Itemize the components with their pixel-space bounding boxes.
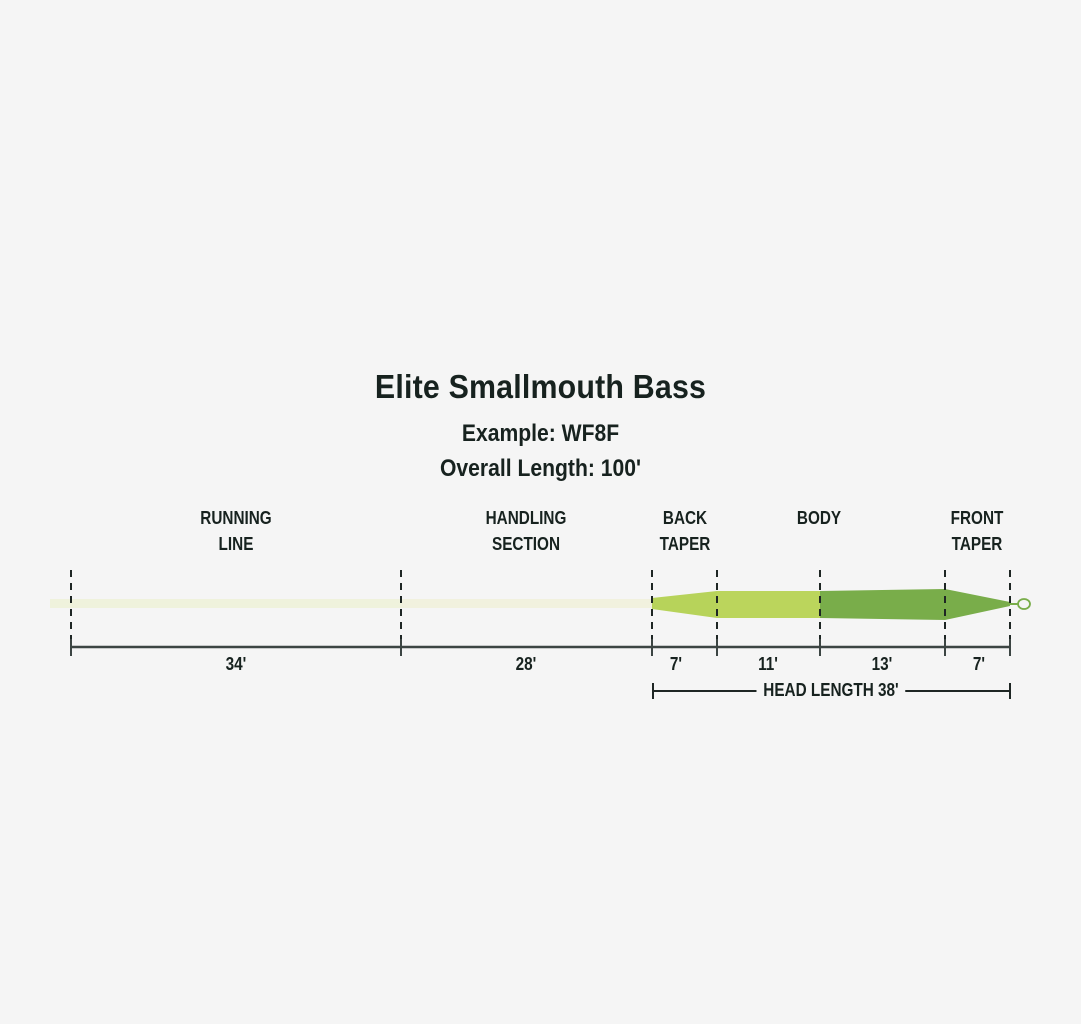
example-line: Example: WF8F: [461, 420, 620, 447]
section-label-running-line: RUNNING LINE: [200, 508, 272, 554]
dimension-back-taper: 7': [669, 654, 683, 674]
section-dividers: [70, 570, 1011, 640]
overall-length: Overall Length: 100': [439, 455, 642, 482]
head-length-label: HEAD LENGTH 38': [756, 680, 906, 701]
dimension-handling-section: 28': [515, 654, 537, 674]
back-taper-segment: [652, 591, 717, 618]
loop-icon: [1008, 598, 1031, 610]
running-line-segment: [50, 599, 402, 608]
front-taper-segment: [945, 589, 1010, 620]
body-rear-segment: [717, 591, 821, 618]
section-label-body: BODY: [796, 508, 842, 528]
dimension-scale: [70, 639, 1011, 656]
section-label-back-taper: BACK TAPER: [659, 508, 711, 554]
dimension-body-front: 13': [871, 654, 893, 674]
diagram-title: Elite Smallmouth Bass: [374, 368, 707, 405]
section-label-handling-section: HANDLING SECTION: [485, 508, 567, 554]
dimension-body-rear: 11': [758, 654, 778, 674]
dimension-running-line: 34': [225, 654, 247, 674]
handling-section-segment: [401, 599, 653, 608]
section-label-front-taper: FRONT TAPER: [950, 508, 1004, 554]
dimension-front-taper: 7': [972, 654, 986, 674]
body-front-segment: [820, 589, 945, 620]
